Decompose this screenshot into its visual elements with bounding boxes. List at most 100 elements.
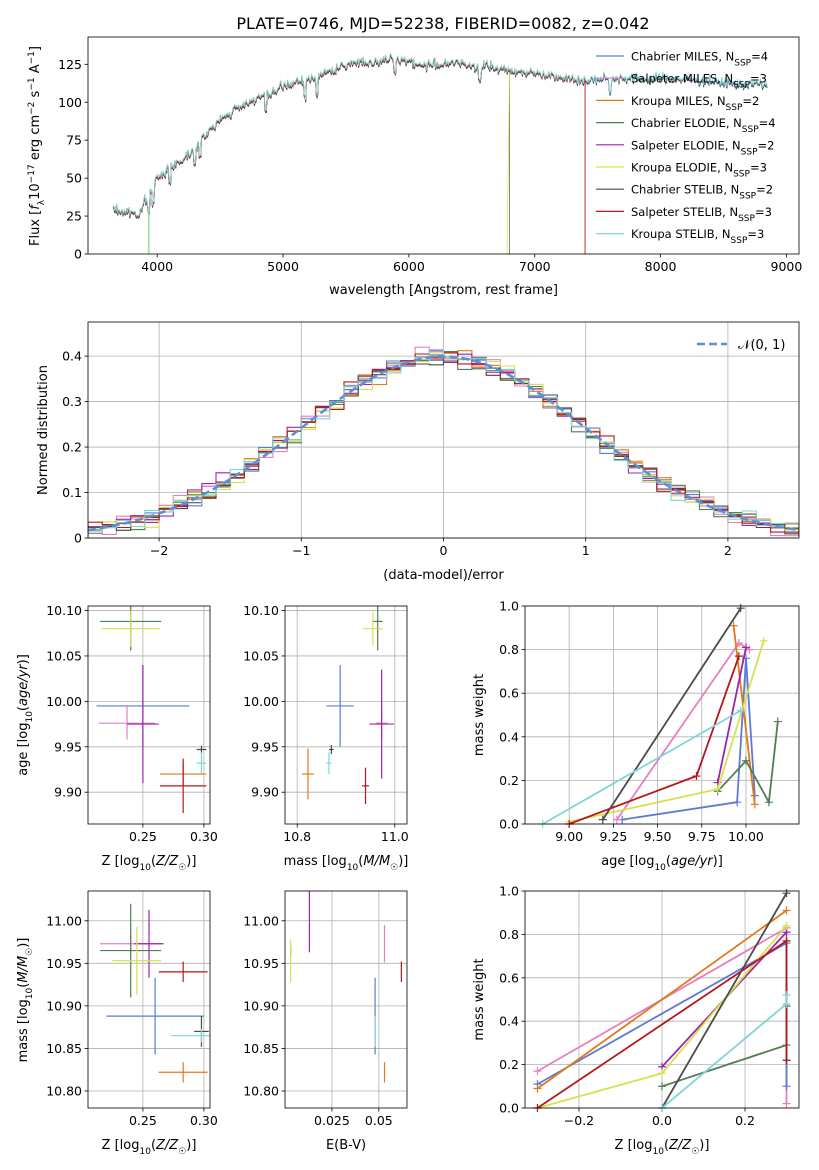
x-tick-label: 0.0 xyxy=(652,1113,672,1128)
weight-line xyxy=(622,658,756,821)
y-tick-label: 0.0 xyxy=(499,817,519,832)
y-tick-label: 125 xyxy=(58,57,82,72)
axes-frame xyxy=(87,36,800,255)
weight-marker xyxy=(612,815,621,824)
y-axis-label: mass [log10(M/M☉)] xyxy=(16,938,35,1063)
x-axis-label: age [log10(age/yr)] xyxy=(601,854,723,873)
weight-marker xyxy=(782,1099,791,1108)
axes-frame xyxy=(87,890,211,1109)
y-tick-label: 0.2 xyxy=(499,773,519,788)
weight-marker xyxy=(741,643,750,652)
panel-spectrum: 4000 5000 6000 7000 8000 9000 0 25 50 75 100 125 Cha… xyxy=(27,36,802,298)
x-axis-label: Z [log10(Z/Z☉)] xyxy=(615,1138,710,1157)
legend-label: Chabrier MILES, NSSP=4 xyxy=(631,50,768,69)
weight-marker xyxy=(782,906,791,915)
x-tick-label: 6000 xyxy=(393,259,425,274)
x-tick-label: 0 xyxy=(440,543,448,558)
x-tick-label: 9.25 xyxy=(599,829,627,844)
x-tick-label: −2 xyxy=(150,543,168,558)
y-tick-label: 0.1 xyxy=(62,485,82,500)
y-tick-label: 0.3 xyxy=(62,394,82,409)
x-axis-label: E(B-V) xyxy=(326,1138,366,1153)
x-tick-label: 7000 xyxy=(519,259,551,274)
y-tick-label: 0.4 xyxy=(62,349,82,364)
y-tick-label: 10.80 xyxy=(46,1083,82,1098)
weight-marker xyxy=(782,991,791,1000)
panel-weight_vs_age: 9.00 9.25 9.50 9.75 10.00 0.0 0.2 0.4 0.6 0.8 1.0 a… xyxy=(472,599,800,873)
y-tick-label: 0.2 xyxy=(499,1057,519,1072)
y-axis-label: Normed distribution xyxy=(36,365,51,495)
y-tick-label: 10.85 xyxy=(46,1041,82,1056)
panel-mass_vs_EBV: 0.025 0.05 10.80 10.85 10.90 10.95 11.00 E(B-V) xyxy=(243,890,408,1153)
y-tick-label: 100 xyxy=(58,95,82,110)
weight-marker xyxy=(750,800,759,809)
y-tick-label: 10.00 xyxy=(46,694,82,709)
y-tick-label: 11.00 xyxy=(243,913,279,928)
weight-marker xyxy=(782,1056,791,1065)
x-tick-label: 8000 xyxy=(645,259,677,274)
x-tick-label: 9.75 xyxy=(688,829,716,844)
spectrum-line xyxy=(112,52,586,254)
weight-marker xyxy=(782,999,791,1008)
weight-marker xyxy=(759,636,768,645)
axes-frame xyxy=(87,321,800,539)
x-tick-label: 10.8 xyxy=(283,829,311,844)
x-tick-label: 0.30 xyxy=(190,829,218,844)
x-tick-label: 4000 xyxy=(141,259,173,274)
x-tick-label: 0.2 xyxy=(735,1113,755,1128)
weight-marker xyxy=(745,645,754,654)
y-tick-label: 9.90 xyxy=(251,785,279,800)
legend-label: Salpeter MILES, NSSP=3 xyxy=(631,72,767,91)
panel-weight_vs_Z: −0.2 0.0 0.2 0.0 0.2 0.4 0.6 0.8 1.0 Z [log10(Z/Z… xyxy=(472,884,800,1157)
panel-mass_vs_Z: 0.25 0.30 10.80 10.85 10.90 10.95 11.00 Z [log1… xyxy=(16,890,218,1157)
y-tick-label: 10.85 xyxy=(243,1041,279,1056)
y-tick-label: 10.10 xyxy=(46,603,82,618)
y-tick-label: 10.10 xyxy=(243,603,279,618)
legend-label: Salpeter ELODIE, NSSP=2 xyxy=(631,138,774,157)
weight-marker xyxy=(692,772,701,781)
weight-marker xyxy=(736,706,745,715)
x-axis-label: Z [log10(Z/Z☉)] xyxy=(102,1138,197,1157)
axes-frame xyxy=(284,605,408,825)
weight-marker xyxy=(741,756,750,765)
x-axis-label: (data-model)/error xyxy=(383,568,504,583)
weight-marker xyxy=(734,652,743,661)
y-tick-label: 10.90 xyxy=(46,998,82,1013)
axes-frame xyxy=(524,605,800,825)
weight-marker xyxy=(773,717,782,726)
weight-marker xyxy=(729,621,738,630)
spectrum-line xyxy=(112,52,768,218)
weight-marker xyxy=(598,815,607,824)
weight-marker xyxy=(764,798,773,807)
y-axis-label: mass weight xyxy=(472,674,487,756)
legend-label: Kroupa MILES, NSSP=2 xyxy=(631,94,759,113)
x-axis-label: wavelength [Angstrom, rest frame] xyxy=(329,283,558,298)
weight-line xyxy=(602,607,742,821)
y-tick-label: 10.90 xyxy=(243,998,279,1013)
y-tick-label: 0.2 xyxy=(62,440,82,455)
weight-marker xyxy=(533,1067,542,1076)
y-tick-label: 9.95 xyxy=(54,739,82,754)
x-axis-label: mass [log10(M/M☉)] xyxy=(284,854,409,873)
weight-marker xyxy=(782,1082,791,1091)
weight-marker xyxy=(782,921,791,930)
spectrum-line xyxy=(112,54,511,254)
y-tick-label: 25 xyxy=(66,209,82,224)
x-axis-label: Z [log10(Z/Z☉)] xyxy=(102,854,197,873)
y-tick-label: 0 xyxy=(74,247,82,262)
y-tick-label: 0.8 xyxy=(499,927,519,942)
y-tick-label: 0.6 xyxy=(499,686,519,701)
y-tick-label: 10.80 xyxy=(243,1083,279,1098)
panel-residuals: −2 −1 0 1 2 0 0.1 0.2 0.3 0.4 𝒩(0, 1) (data-model)/… xyxy=(36,321,800,583)
x-tick-label: 5000 xyxy=(267,259,299,274)
weight-marker xyxy=(782,889,791,898)
y-tick-label: 10.05 xyxy=(243,648,279,663)
legend-label: Salpeter STELIB, NSSP=3 xyxy=(631,205,772,224)
legend-label: Kroupa ELODIE, NSSP=3 xyxy=(631,161,767,180)
legend-label: Kroupa STELIB, NSSP=3 xyxy=(631,227,764,246)
weight-marker xyxy=(658,1069,666,1078)
axes-frame xyxy=(87,605,211,825)
x-tick-label: −1 xyxy=(292,543,310,558)
weight-marker xyxy=(713,785,722,794)
